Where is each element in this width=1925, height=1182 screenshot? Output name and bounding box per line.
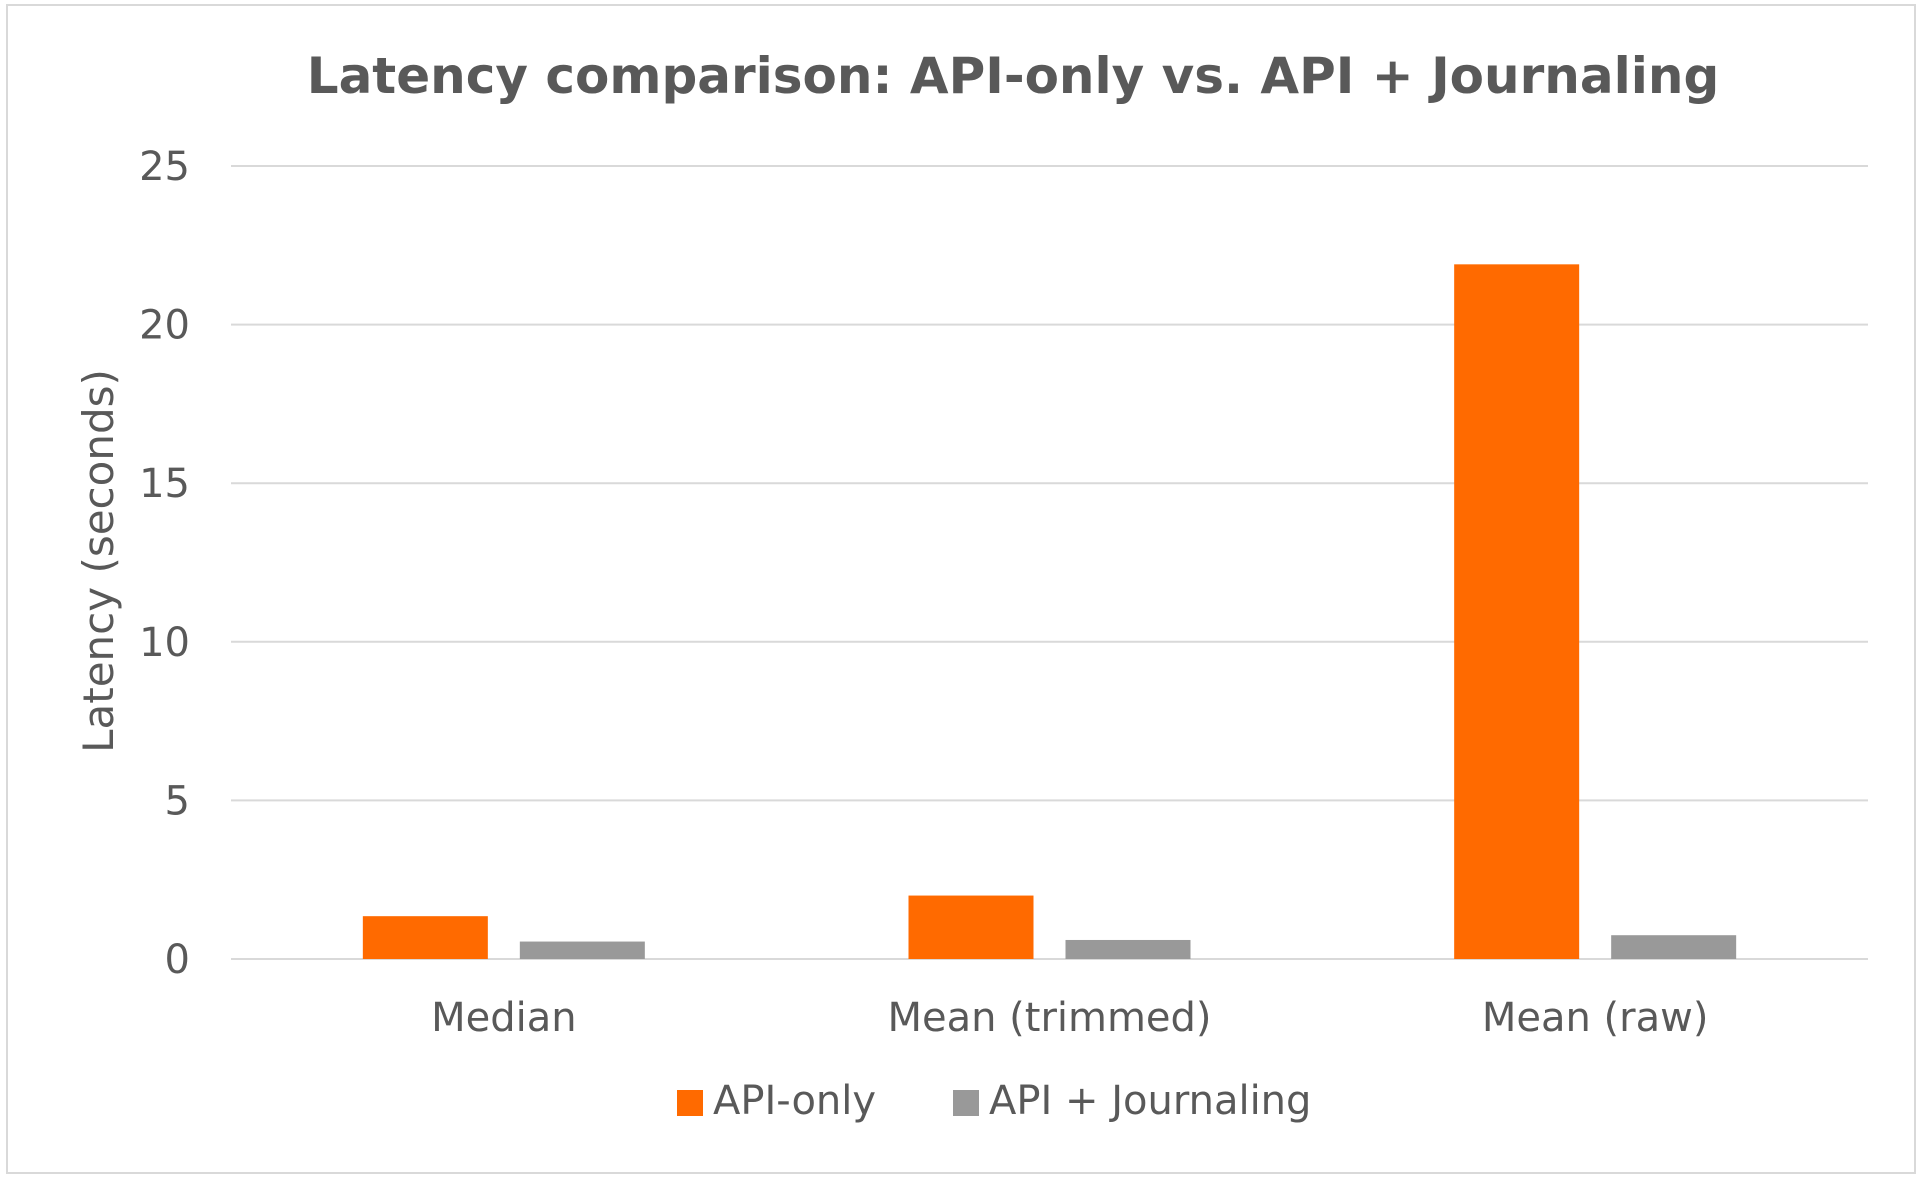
y-tick-label: 25 <box>139 144 190 190</box>
chart-title: Latency comparison: API-only vs. API + J… <box>307 47 1720 105</box>
gridlines <box>231 165 1868 960</box>
y-tick-label: 0 <box>165 937 190 983</box>
bar-api-journaling-2 <box>1611 935 1737 959</box>
legend-swatch <box>953 1090 979 1116</box>
legend-swatch <box>677 1090 703 1116</box>
bars <box>362 264 1737 959</box>
legend: API-only API + Journaling <box>677 1078 1311 1124</box>
y-axis-ticks: 0 5 10 15 20 25 <box>139 144 190 983</box>
chart-frame: Latency comparison: API-only vs. API + J… <box>6 4 1916 1174</box>
bar-api-only-1 <box>908 895 1034 959</box>
bar-chart: Latency comparison: API-only vs. API + J… <box>74 47 1868 1124</box>
x-tick-label: Mean (raw) <box>1482 995 1709 1041</box>
y-tick-label: 5 <box>165 778 190 824</box>
y-tick-label: 15 <box>139 461 190 507</box>
legend-label: API-only <box>713 1078 876 1124</box>
y-tick-label: 20 <box>139 303 190 349</box>
bar-api-journaling-0 <box>519 941 645 959</box>
bar-api-journaling-1 <box>1065 939 1191 959</box>
y-axis-title: Latency (seconds) <box>74 369 123 753</box>
legend-label: API + Journaling <box>989 1078 1311 1124</box>
y-tick-label: 10 <box>139 620 190 666</box>
x-tick-label: Median <box>431 995 577 1041</box>
x-axis-ticks: Median Mean (trimmed) Mean (raw) <box>431 995 1708 1041</box>
bar-api-only-2 <box>1454 264 1580 959</box>
x-tick-label: Mean (trimmed) <box>887 995 1211 1041</box>
bar-api-only-0 <box>362 916 488 959</box>
